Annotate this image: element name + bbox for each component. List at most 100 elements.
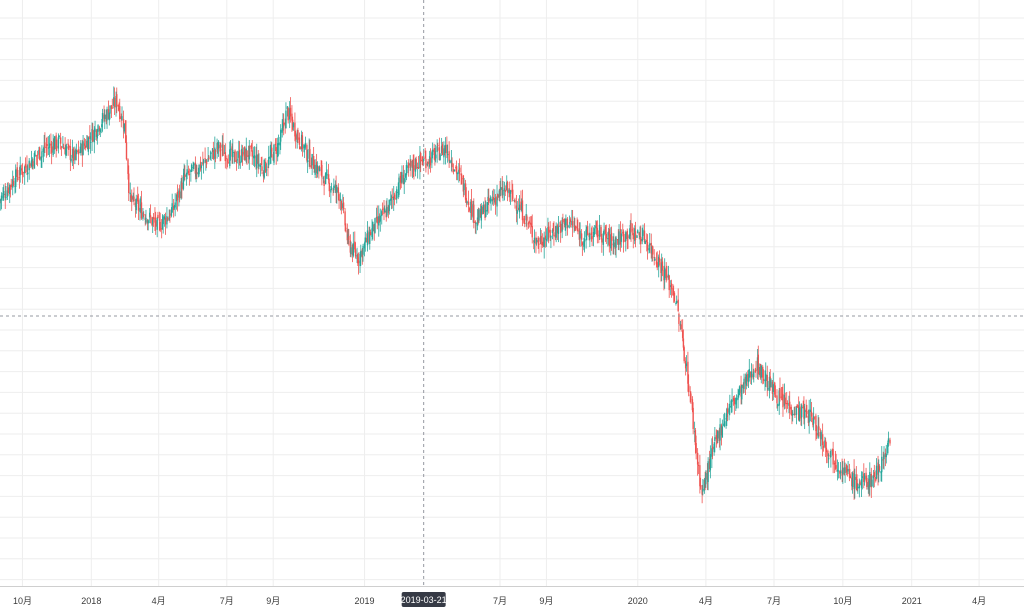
candle-body: [661, 263, 663, 271]
candle-body: [381, 211, 383, 217]
x-tick-label: 4月: [699, 596, 713, 606]
candle-body: [564, 223, 566, 226]
candle-body: [800, 405, 803, 418]
candle-body: [482, 204, 485, 213]
candle-body: [720, 425, 723, 436]
candle-body: [636, 235, 638, 238]
candle-body: [877, 462, 879, 475]
candle-body: [566, 218, 569, 229]
candle-body: [434, 154, 437, 159]
candle-body: [496, 196, 498, 207]
candle-body: [725, 418, 727, 420]
candle-body: [0, 199, 2, 201]
candle-body: [190, 169, 192, 173]
candle-body: [122, 119, 125, 129]
candle-body: [62, 148, 65, 150]
candle-body: [144, 217, 146, 220]
candle-body: [714, 437, 716, 442]
candle-body: [227, 162, 230, 164]
candle-body: [411, 160, 414, 168]
candle-body: [629, 224, 631, 237]
candle-body: [330, 187, 333, 189]
candle-body: [119, 105, 121, 120]
candle-body: [884, 452, 887, 458]
candle-body: [265, 169, 268, 171]
candle-body: [169, 213, 171, 219]
candle-body: [675, 300, 678, 303]
candle-body: [723, 421, 726, 427]
candle-body: [653, 256, 655, 258]
candle-body: [642, 229, 644, 236]
candle-body: [583, 241, 585, 247]
candle-body: [815, 432, 818, 436]
candle-body: [504, 189, 506, 192]
candle-body: [768, 376, 771, 391]
candle-body: [334, 184, 337, 189]
candle-body: [851, 473, 854, 488]
candle-body: [491, 198, 494, 202]
candle-body: [646, 240, 648, 243]
candle-body: [398, 177, 400, 195]
candle-body: [663, 270, 665, 281]
candle-body: [872, 475, 875, 479]
candle-body: [391, 196, 393, 198]
candle-body: [384, 208, 386, 213]
candle-body: [315, 162, 318, 173]
candle-body: [311, 153, 313, 166]
candle-body: [875, 477, 877, 481]
candle-body: [854, 474, 856, 489]
candle-body: [759, 367, 761, 376]
candle-body: [297, 130, 299, 140]
candle-body: [321, 164, 323, 178]
candle-body: [717, 431, 719, 439]
candle-body: [589, 234, 591, 240]
candle-body: [538, 243, 540, 245]
candle-body: [262, 171, 265, 177]
candle-body: [65, 148, 67, 156]
candle-body: [431, 152, 433, 163]
candle-body: [259, 165, 262, 167]
candle-body: [503, 188, 506, 191]
candle-body: [187, 170, 190, 174]
candle-body: [861, 476, 864, 478]
candle-body: [755, 369, 757, 372]
candle-body: [792, 414, 794, 416]
candle-body: [24, 166, 26, 174]
candle-body: [106, 108, 108, 121]
candle-body: [448, 151, 450, 162]
candle-body: [407, 165, 409, 168]
candle-body: [715, 435, 718, 440]
candle-body: [754, 370, 756, 373]
candle-body: [490, 198, 492, 202]
candle-body: [603, 229, 605, 235]
candle-body: [798, 407, 801, 421]
candle-body: [275, 147, 277, 154]
candle-body: [253, 155, 256, 159]
x-tick-label: 9月: [539, 596, 553, 606]
candle-body: [764, 379, 766, 382]
candle-body: [71, 148, 74, 158]
candle-body: [271, 147, 273, 152]
candle-body: [472, 204, 474, 218]
candle-body: [159, 221, 161, 231]
candle-body: [860, 479, 863, 488]
candle-body: [393, 194, 396, 199]
candle-body: [253, 155, 255, 159]
candle-body: [865, 472, 867, 481]
candle-body: [750, 371, 752, 378]
candle-body: [160, 228, 163, 230]
candle-body: [506, 181, 509, 193]
candle-body: [86, 140, 88, 147]
candle-body: [559, 223, 562, 233]
candle-body: [769, 376, 771, 387]
candle-body: [693, 431, 696, 433]
candle-body: [208, 157, 210, 159]
candle-body: [241, 148, 243, 162]
candle-body: [610, 232, 613, 241]
candle-body: [628, 234, 631, 239]
candle-body: [299, 146, 301, 150]
candle-body: [494, 197, 496, 203]
candle-body: [26, 165, 28, 172]
